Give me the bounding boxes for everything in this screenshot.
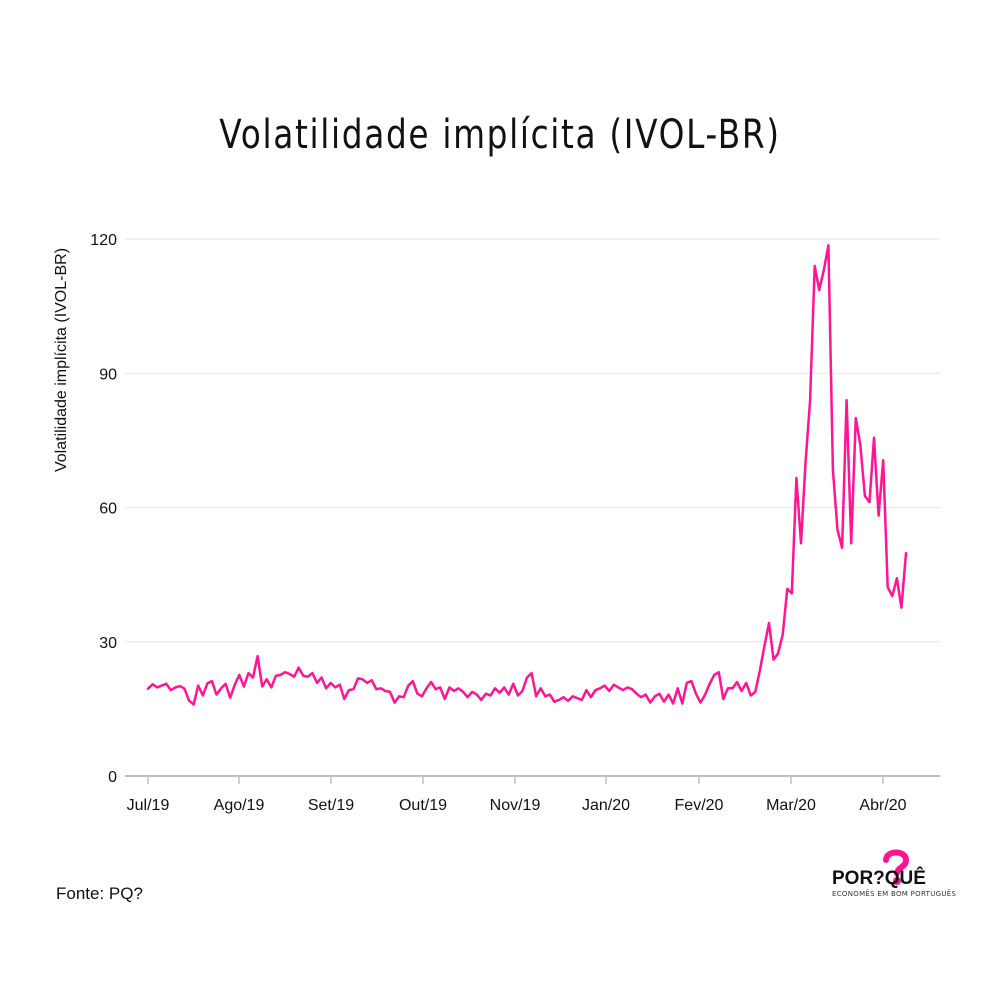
x-axis: Jul/19 Ago/19 Set/19 Out/19 Nov/19 Jan/20 Fev/… <box>125 775 940 814</box>
x-tick-label: Jan/20 <box>582 797 630 814</box>
y-axis: 0 30 60 90 120 <box>90 232 117 786</box>
grid-lines <box>125 238 940 643</box>
y-tick-label: 30 <box>99 635 117 652</box>
x-tick-label: Mar/20 <box>766 797 816 814</box>
logo-wordmark: POR?QUÊ <box>832 868 926 889</box>
y-tick-label: 120 <box>90 232 117 249</box>
chart-title: Volatilidade implícita (IVOL-BR) <box>219 112 781 158</box>
brand-logo: POR?QUÊ ECONOMÊS EM BOM PORTUGUÊS <box>832 848 956 904</box>
x-tick-label: Out/19 <box>399 797 447 814</box>
x-tick-label: Jul/19 <box>127 797 170 814</box>
logo-tagline: ECONOMÊS EM BOM PORTUGUÊS <box>832 890 957 898</box>
x-tick-label: Nov/19 <box>490 797 541 814</box>
x-tick-label: Fev/20 <box>675 797 724 814</box>
question-mark-icon <box>883 849 910 885</box>
x-tick-label: Abr/20 <box>859 797 906 814</box>
y-tick-label: 90 <box>99 366 117 383</box>
x-tick-label: Ago/19 <box>214 797 265 814</box>
series-line <box>146 244 908 706</box>
source-note: Fonte: PQ? <box>56 884 143 903</box>
y-tick-label: 60 <box>99 501 117 518</box>
y-tick-label: 0 <box>108 769 117 786</box>
x-tick-label: Set/19 <box>308 797 354 814</box>
series-group <box>146 244 908 706</box>
y-axis-label: Volatilidade implícita (IVOL-BR) <box>53 247 70 473</box>
